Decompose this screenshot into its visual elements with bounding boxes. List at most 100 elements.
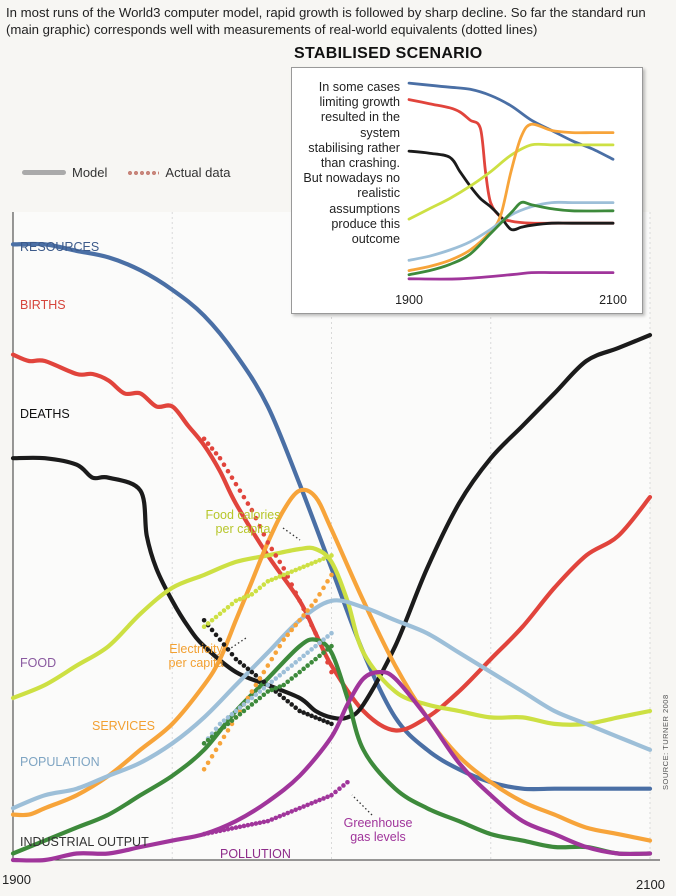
actual-point-food-calories-per-capita: [237, 596, 243, 602]
actual-point-food-calories-per-capita: [217, 611, 223, 617]
actual-point-electricity-per-capita: [297, 617, 302, 623]
actual-point-actual-population: [293, 660, 298, 665]
actual-point-actual-deaths: [273, 689, 279, 694]
series-label-resources: RESOURCES: [20, 240, 99, 254]
actual-point-actual-births: [269, 546, 275, 552]
actual-point-actual-population: [313, 643, 318, 649]
inset-caption: In some cases limiting growth resulted i…: [303, 80, 400, 247]
actual-point-actual-deaths: [301, 710, 306, 715]
actual-point-electricity-per-capita: [225, 728, 231, 733]
actual-point-food-calories-per-capita: [245, 593, 251, 599]
series-label-industrial-output: INDUSTRIAL OUTPUT: [20, 835, 149, 849]
actual-point-greenhouse-gas-levels: [345, 779, 350, 785]
actual-point-greenhouse-gas-levels: [289, 809, 294, 814]
actual-point-actual-industrial-output: [225, 721, 231, 727]
actual-point-electricity-per-capita: [253, 682, 259, 688]
actual-point-actual-births: [261, 532, 267, 537]
actual-point-actual-industrial-output: [249, 702, 255, 707]
actual-point-electricity-per-capita: [325, 579, 330, 584]
legend-model-label: Model: [72, 165, 108, 180]
inset-series-line-food: [407, 142, 615, 221]
actual-point-greenhouse-gas-levels: [337, 786, 342, 792]
actual-point-electricity-per-capita: [289, 627, 294, 633]
actual-point-actual-industrial-output: [217, 728, 223, 733]
actual-point-electricity-per-capita: [249, 689, 255, 694]
actual-point-actual-population: [317, 640, 322, 646]
actual-point-actual-births: [233, 481, 239, 487]
actual-point-actual-population: [221, 718, 227, 723]
actual-point-food-calories-per-capita: [201, 624, 207, 630]
actual-point-greenhouse-gas-levels: [253, 821, 259, 826]
actual-point-actual-industrial-output: [257, 695, 263, 701]
actual-point-actual-population: [257, 689, 263, 694]
actual-point-food-calories-per-capita: [205, 621, 211, 626]
actual-point-actual-industrial-output: [241, 708, 247, 714]
actual-point-actual-population: [281, 669, 287, 675]
actual-point-food-calories-per-capita: [233, 598, 239, 604]
source-credit: SOURCE: TURNER 2008: [661, 694, 670, 790]
actual-point-actual-births: [277, 559, 283, 565]
actual-point-actual-deaths: [325, 720, 330, 725]
actual-point-actual-industrial-output: [229, 718, 235, 723]
annotation-leader: [351, 794, 373, 816]
actual-point-actual-births: [249, 507, 255, 513]
actual-point-actual-births: [305, 614, 310, 620]
intro-text: In most runs of the World3 computer mode…: [6, 5, 646, 37]
actual-point-food-calories-per-capita: [269, 577, 275, 583]
actual-point-actual-deaths: [241, 663, 247, 668]
actual-point-electricity-per-capita: [317, 592, 322, 597]
actual-point-actual-births: [241, 494, 247, 500]
actual-point-actual-population: [305, 650, 310, 655]
actual-point-actual-deaths: [237, 660, 243, 665]
actual-point-actual-births: [313, 630, 318, 636]
series-label-population: POPULATION: [20, 755, 100, 769]
actual-point-electricity-per-capita: [261, 669, 267, 675]
actual-point-electricity-per-capita: [301, 613, 306, 618]
actual-point-actual-population: [277, 673, 283, 678]
actual-point-food-calories-per-capita: [281, 572, 287, 578]
actual-point-actual-industrial-output: [305, 663, 310, 668]
actual-point-actual-births: [325, 660, 330, 665]
actual-point-electricity-per-capita: [273, 650, 279, 655]
actual-point-greenhouse-gas-levels: [313, 799, 318, 804]
actual-point-electricity-per-capita: [213, 747, 219, 753]
actual-point-food-calories-per-capita: [253, 588, 259, 594]
actual-point-greenhouse-gas-levels: [213, 829, 219, 834]
actual-point-actual-population: [225, 715, 231, 720]
actual-point-actual-population: [261, 685, 267, 691]
actual-point-actual-population: [233, 708, 239, 714]
actual-point-actual-deaths: [305, 711, 310, 717]
actual-point-actual-deaths: [281, 695, 287, 701]
actual-point-actual-population: [273, 676, 279, 681]
series-line-births: [10, 352, 653, 733]
legend-actual-label: Actual data: [165, 165, 231, 180]
actual-point-greenhouse-gas-levels: [317, 797, 322, 803]
actual-point-greenhouse-gas-levels: [245, 822, 251, 828]
actual-point-actual-population: [289, 663, 294, 668]
actual-point-greenhouse-gas-levels: [281, 812, 287, 817]
actual-point-greenhouse-gas-levels: [333, 789, 338, 795]
actual-point-actual-births: [205, 441, 211, 446]
inset-series-line-industrial: [407, 200, 615, 277]
actual-point-actual-industrial-output: [273, 685, 279, 691]
actual-point-actual-births: [265, 540, 271, 545]
actual-point-actual-industrial-output: [277, 684, 283, 689]
series-line-food: [10, 545, 653, 727]
actual-point-actual-births: [281, 566, 287, 571]
annotation-line: per capita: [216, 522, 271, 536]
annotation-line: gas levels: [350, 830, 406, 844]
actual-point-electricity-per-capita: [257, 676, 263, 681]
actual-point-greenhouse-gas-levels: [265, 818, 271, 824]
actual-point-actual-births: [273, 553, 279, 558]
series-line-resources: [10, 241, 653, 792]
inset-series-line-services: [407, 122, 615, 272]
actual-point-actual-industrial-output: [313, 656, 318, 662]
actual-point-actual-deaths: [213, 632, 219, 638]
actual-point-actual-population: [301, 653, 306, 659]
actual-point-actual-industrial-output: [297, 669, 302, 675]
actual-point-food-calories-per-capita: [329, 553, 334, 558]
actual-point-actual-industrial-output: [221, 724, 227, 730]
actual-point-actual-deaths: [321, 718, 326, 723]
inset-series-line-pollution: [407, 271, 615, 281]
